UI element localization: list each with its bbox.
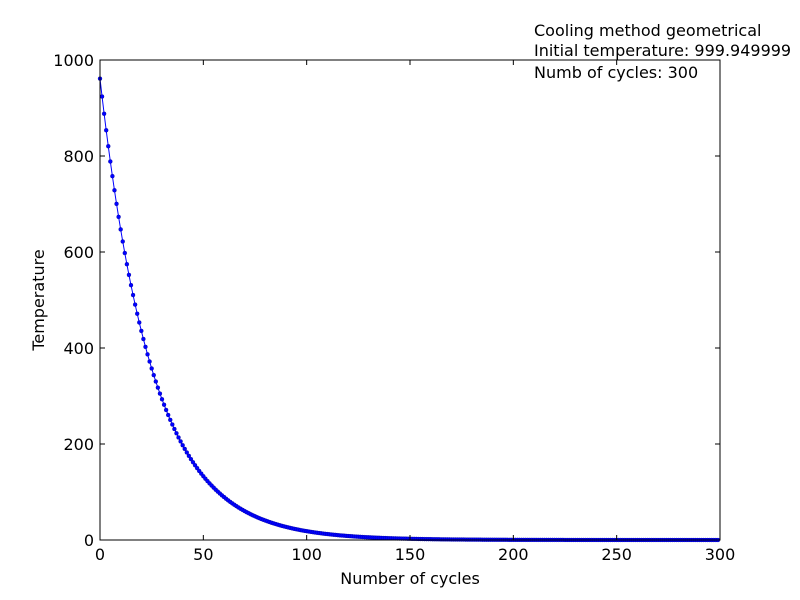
data-point (163, 407, 169, 413)
y-axis-label: Temperature (29, 249, 48, 351)
data-point (170, 422, 175, 427)
data-point (172, 426, 177, 432)
data-point (184, 450, 189, 455)
data-point (124, 262, 130, 267)
data-point (153, 379, 158, 384)
data-point (118, 227, 123, 232)
annotation-numb-of-cycles: Numb of cycles: 300 (534, 63, 698, 82)
data-point (104, 128, 109, 133)
data-point (147, 359, 152, 364)
data-point (116, 214, 121, 220)
data-point (114, 201, 119, 206)
data-point (99, 94, 105, 99)
data-point (174, 431, 179, 436)
plot-frame (99, 59, 721, 541)
data-point (186, 453, 192, 459)
annotation-cooling-method: Cooling method geometrical (534, 21, 761, 40)
annotation-initial-temperature: Initial temperature: 999.949999 (534, 41, 791, 60)
data-point (141, 336, 146, 342)
data-point (145, 352, 150, 357)
y-tick-label: 0 (84, 531, 94, 550)
data-point (106, 144, 111, 149)
data-point (176, 435, 181, 440)
data-point (110, 174, 115, 179)
x-tick-label: 0 (95, 545, 105, 564)
data-point (161, 402, 167, 407)
data-point (108, 159, 113, 164)
axis-ticks: 0 50 100 150 200 250 300 0 200 400 600 800 1000 (53, 51, 735, 564)
data-point (149, 366, 154, 371)
data-point (126, 272, 132, 278)
data-point (132, 302, 138, 307)
data-point (137, 320, 142, 325)
x-tick-label: 150 (395, 545, 426, 564)
y-tick-label: 600 (63, 243, 94, 262)
data-point (188, 456, 194, 462)
data-point (101, 111, 107, 116)
data-point (159, 397, 165, 402)
plot-area (97, 76, 721, 543)
data-point (112, 188, 117, 193)
data-point (139, 328, 144, 334)
data-point (155, 385, 161, 390)
data-point (135, 311, 140, 316)
data-point (166, 412, 171, 418)
y-tick-label: 400 (63, 339, 94, 358)
data-point (130, 292, 136, 298)
data-point (168, 417, 173, 423)
data-point (182, 446, 187, 452)
data-point (178, 439, 183, 444)
x-tick-label: 300 (705, 545, 736, 564)
y-tick-label: 1000 (53, 51, 94, 70)
y-tick-label: 800 (63, 147, 94, 166)
data-point (157, 391, 163, 396)
x-tick-label: 200 (498, 545, 529, 564)
series-line (99, 78, 718, 541)
data-point (122, 250, 127, 256)
x-tick-label: 100 (291, 545, 322, 564)
data-point (128, 283, 134, 288)
data-point (151, 372, 156, 378)
data-point (192, 463, 198, 468)
y-tick-label: 200 (63, 435, 94, 454)
data-point (120, 239, 125, 244)
x-axis-label: Number of cycles (340, 569, 480, 588)
x-tick-label: 250 (601, 545, 632, 564)
x-tick-label: 50 (193, 545, 213, 564)
data-point (180, 443, 185, 448)
data-point (143, 344, 148, 349)
data-point (190, 460, 196, 465)
